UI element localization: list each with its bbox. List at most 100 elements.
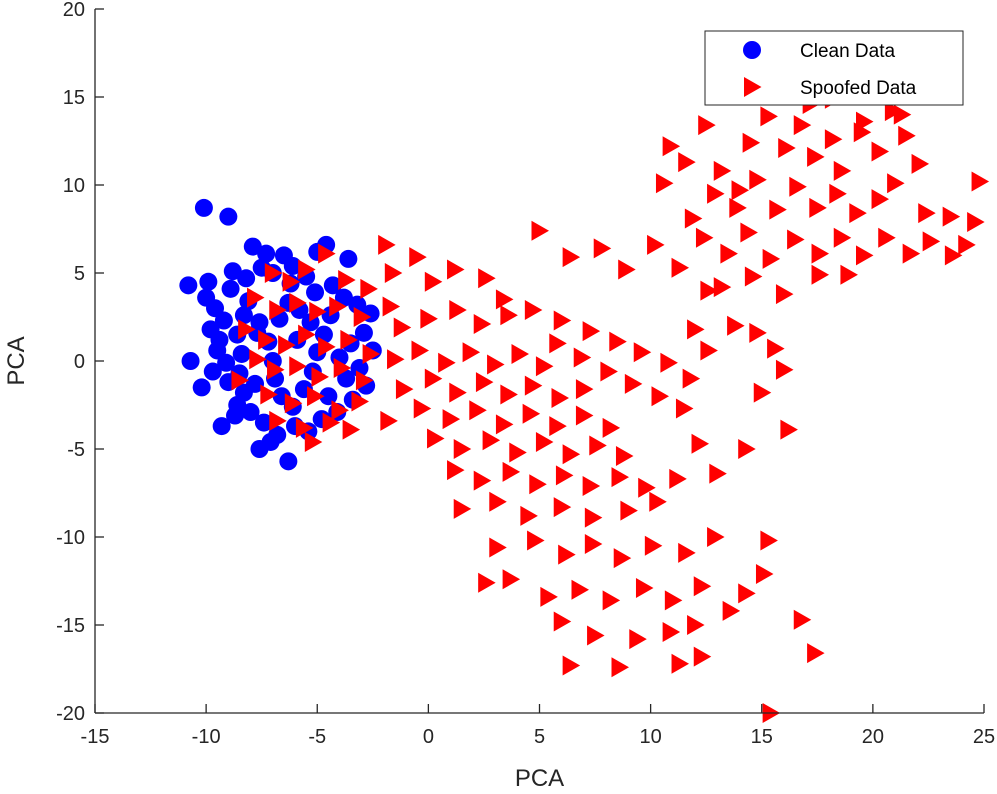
spoofed-data-point xyxy=(722,600,741,621)
spoofed-data-point xyxy=(333,358,352,379)
spoofed-data-point xyxy=(967,211,985,232)
spoofed-data-point xyxy=(447,460,465,481)
spoofed-data-point xyxy=(478,572,496,593)
spoofed-data-point xyxy=(780,419,798,440)
spoofed-data-point xyxy=(742,132,761,153)
spoofed-data-point xyxy=(260,384,278,405)
spoofed-data-point xyxy=(700,280,718,301)
spoofed-data-point xyxy=(447,259,465,280)
spoofed-data-point xyxy=(495,414,514,435)
spoofed-data-point xyxy=(509,442,527,463)
spoofed-data-point xyxy=(298,259,316,280)
spoofed-data-point xyxy=(553,310,572,331)
spoofed-data-point xyxy=(295,417,314,438)
spoofed-data-point xyxy=(351,391,369,412)
spoofed-data-point xyxy=(478,268,496,289)
spoofed-data-point xyxy=(487,354,505,375)
spoofed-data-point xyxy=(669,468,687,489)
spoofed-data-point xyxy=(687,319,705,340)
spoofed-data-point xyxy=(500,384,518,405)
spoofed-data-point xyxy=(584,507,603,528)
spoofed-data-point xyxy=(571,579,590,600)
spoofed-data-point xyxy=(549,333,567,354)
clean-data-point xyxy=(214,311,233,330)
spoofed-data-point xyxy=(489,537,507,558)
x-tick-label: 5 xyxy=(534,726,545,748)
spoofed-data-point xyxy=(264,263,283,283)
clean-data-point xyxy=(306,283,325,302)
spoofed-data-point xyxy=(462,342,481,363)
spoofed-data-point xyxy=(655,173,674,194)
clean-data-point xyxy=(194,198,213,217)
spoofed-data-point xyxy=(707,183,725,204)
spoofed-data-point xyxy=(562,247,581,268)
spoofed-data-point xyxy=(691,433,710,454)
spoofed-data-point xyxy=(551,387,570,408)
spoofed-data-point xyxy=(575,379,594,400)
spoofed-data-point xyxy=(740,222,758,243)
spoofed-data-point xyxy=(729,197,747,218)
spoofed-data-point xyxy=(562,444,581,465)
spoofed-data-point xyxy=(424,271,443,292)
spoofed-data-point xyxy=(787,229,805,250)
spoofed-data-point xyxy=(778,138,796,159)
spoofed-data-point xyxy=(769,199,787,220)
legend-marker-clean-data xyxy=(743,41,761,59)
spoofed-data-point xyxy=(662,622,681,643)
spoofed-data-point xyxy=(695,227,714,248)
spoofed-data-point xyxy=(833,160,852,181)
spoofed-data-point xyxy=(589,435,607,456)
spoofed-data-point xyxy=(482,430,501,451)
clean-data-point xyxy=(192,378,211,397)
spoofed-data-point xyxy=(671,257,690,278)
spoofed-data-point xyxy=(438,352,456,373)
spoofed-data-point xyxy=(760,106,778,127)
spoofed-data-point xyxy=(309,301,327,322)
clean-data-point xyxy=(221,279,240,298)
spoofed-data-point xyxy=(331,400,349,421)
spoofed-data-point xyxy=(693,646,712,667)
spoofed-data-point xyxy=(289,292,307,313)
x-tick-label: -5 xyxy=(308,726,326,748)
spoofed-data-point xyxy=(793,115,812,136)
spoofed-data-point xyxy=(811,243,830,264)
y-tick-label: 10 xyxy=(63,175,85,197)
spoofed-data-point xyxy=(469,400,487,421)
spoofed-data-point xyxy=(615,446,634,467)
spoofed-data-point xyxy=(247,287,265,308)
spoofed-data-point xyxy=(893,104,912,125)
spoofed-data-point xyxy=(760,530,778,551)
spoofed-data-point xyxy=(687,615,705,635)
spoofed-data-point xyxy=(651,386,670,407)
spoofed-data-point xyxy=(647,234,665,255)
spoofed-data-point xyxy=(682,368,701,389)
spoofed-data-point xyxy=(833,227,852,248)
clean-data-point xyxy=(210,330,229,349)
x-tick-label: 15 xyxy=(751,726,773,748)
spoofed-data-point xyxy=(449,299,467,320)
legend-label-clean-data: Clean Data xyxy=(800,41,895,62)
spoofed-data-point xyxy=(524,375,543,396)
clean-data-point xyxy=(319,387,338,406)
clean-data-point xyxy=(261,432,280,451)
clean-data-point xyxy=(279,452,298,471)
spoofed-data-point xyxy=(713,277,732,298)
spoofed-data-point xyxy=(267,359,285,380)
spoofed-data-point xyxy=(393,317,412,338)
spoofed-data-point xyxy=(511,343,529,364)
spoofed-data-point xyxy=(664,590,683,611)
spoofed-data-point xyxy=(635,578,654,599)
y-tick-label: -15 xyxy=(56,615,85,637)
spoofed-data-point xyxy=(767,338,785,359)
spoofed-data-point xyxy=(720,243,738,264)
spoofed-data-point xyxy=(535,431,554,452)
spoofed-data-point xyxy=(453,439,472,459)
spoofed-data-point xyxy=(380,410,398,431)
spoofed-data-point xyxy=(238,319,256,340)
clean-data-point xyxy=(234,306,253,325)
clean-data-point xyxy=(246,374,265,393)
spoofed-data-point xyxy=(378,234,396,255)
spoofed-data-point xyxy=(342,419,361,440)
spoofed-data-point xyxy=(922,231,941,252)
